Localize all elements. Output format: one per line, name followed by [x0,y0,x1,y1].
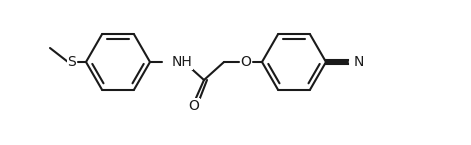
Text: S: S [67,55,76,69]
Text: N: N [354,55,365,69]
Text: O: O [241,55,252,69]
Text: NH: NH [172,55,193,69]
Text: O: O [188,99,199,113]
